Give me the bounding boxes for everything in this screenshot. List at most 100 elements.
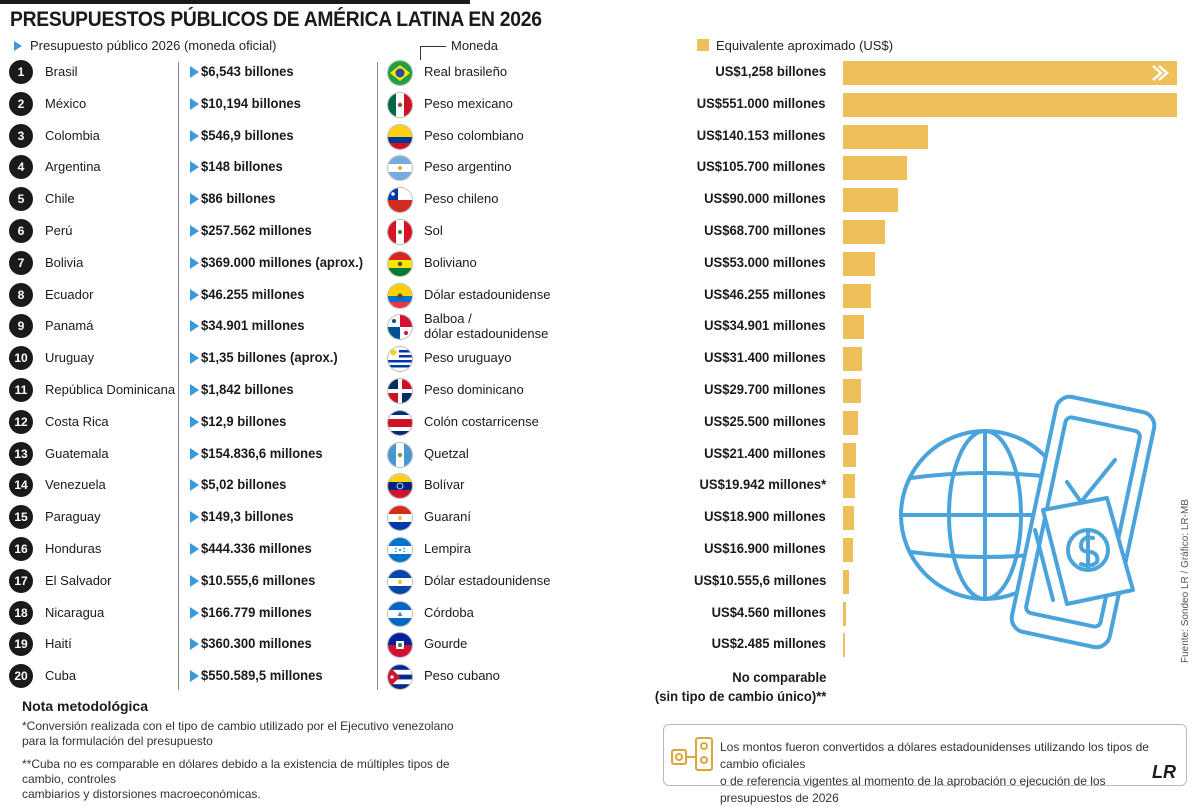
exchange-icon (671, 737, 713, 771)
budget-value: $444.336 millones (201, 540, 312, 556)
usd-bar (843, 156, 908, 181)
budget-arrow-icon (190, 384, 199, 396)
budget-arrow-icon (190, 193, 199, 206)
usd-bar (843, 92, 1177, 117)
budget-arrow-icon (190, 320, 199, 333)
budget-value: $46.255 millones (201, 285, 305, 302)
country-name: México (45, 95, 87, 111)
table-row: 6 Perú $257.562 millones Sol US$68.700 millo… (0, 216, 1200, 248)
country-name: Panamá (45, 318, 94, 334)
usd-bar (843, 379, 861, 403)
publication-logo: LR (1152, 762, 1176, 782)
honduras-flag-icon (388, 538, 412, 562)
country-name: Haití (45, 636, 72, 652)
note-1-line-2: para la formulación del presupuesto (22, 734, 213, 748)
country-name: Perú (45, 223, 73, 238)
usd-value: US$1,258 billones (715, 63, 826, 79)
globe-phone-money-illustration (899, 394, 1157, 650)
currency-name: Real brasileño (424, 64, 508, 79)
budget-value: $34.901 millones (201, 317, 305, 334)
budget-value: $154.836,6 millones (201, 444, 323, 461)
usd-value: US$90.000 millones (704, 190, 826, 207)
rank-badge: 11 (9, 378, 33, 402)
usd-legend-swatch (697, 39, 709, 51)
cuba-usd-line1: No comparable (731, 669, 826, 685)
mexico-flag-icon (388, 92, 412, 117)
country-name: República Dominicana (45, 382, 176, 397)
info-line-1: Los montos fueron convertidos a dólares … (720, 740, 1149, 771)
budget-column-header: Presupuesto público 2026 (moneda oficial… (30, 38, 277, 53)
currency-name: Guaraní (424, 509, 471, 525)
note-2-line-1: **Cuba no es comparable en dólares debid… (22, 757, 450, 786)
costa-rica-flag-icon (388, 410, 412, 435)
country-name: Guatemala (45, 445, 109, 461)
usd-bar (843, 506, 855, 531)
country-name: Bolivia (45, 254, 84, 270)
table-row: 12 Costa Rica $12,9 billones Colón costarri… (0, 407, 1200, 439)
currency-name: Peso cubano (424, 668, 500, 684)
budget-value: $1,842 billones (201, 381, 294, 397)
table-row: 16 Honduras $444.336 millones Lempira US$16.… (0, 534, 1200, 566)
currency-name: Peso dominicano (424, 382, 524, 397)
country-name: Colombia (45, 127, 100, 143)
usd-bar (843, 474, 856, 499)
budget-arrow-icon (190, 66, 199, 78)
currency-name: Gourde (424, 636, 468, 652)
budget-value: $546,9 billones (201, 126, 294, 143)
usd-value: US$19.942 millones* (699, 476, 826, 493)
country-name: Brasil (45, 64, 78, 79)
info-line-2: o de referencia vigentes al momento de l… (720, 774, 1106, 805)
rank-badge: 12 (9, 409, 33, 434)
table-row: 3 Colombia $546,9 billones Peso colombiano U… (0, 121, 1200, 153)
currency-name: Dólar estadounidense (424, 286, 551, 302)
budget-arrow-icon (190, 97, 199, 110)
argentina-flag-icon (388, 156, 412, 181)
cuba-flag-icon (388, 665, 412, 690)
currency-name: Lempira (424, 541, 471, 556)
rank-badge: 3 (9, 123, 33, 148)
country-name: Venezuela (45, 477, 106, 493)
budget-value: $6,543 billones (201, 63, 294, 79)
rank-badge: 20 (9, 664, 33, 689)
usd-bar (843, 220, 885, 244)
currency-name: Peso uruguayo (424, 350, 512, 366)
budget-value: $369.000 millones (aprox.) (201, 253, 364, 270)
currency-name: Peso colombiano (424, 127, 524, 143)
rank-badge: 8 (9, 282, 33, 307)
currency-name: Dólar estadounidense (424, 572, 551, 588)
table-row: 8 Ecuador $46.255 millones Dólar estadounid… (0, 280, 1200, 312)
usd-value: US$140.153 millones (697, 126, 826, 143)
conversion-info-text: Los montos fueron convertidos a dólares … (720, 739, 1160, 807)
table-row: 17 El Salvador $10.555,6 millones Dólar est… (0, 566, 1200, 598)
currency-name: Colón costarricense (424, 413, 539, 429)
budget-arrow-icon (190, 256, 199, 269)
table-row: 15 Paraguay $149,3 billones Guaraní US$18.90… (0, 502, 1200, 534)
usd-value: US$34.901 millones (704, 317, 826, 334)
budget-value: $149,3 billones (201, 508, 294, 525)
usd-value: US$105.700 millones (697, 158, 826, 175)
column-divider (377, 62, 378, 690)
bolivia-flag-icon (388, 251, 412, 276)
country-name: Costa Rica (45, 413, 109, 429)
brazil-flag-icon (388, 61, 412, 85)
budget-value: $86 billones (201, 190, 276, 207)
country-name: El Salvador (45, 572, 112, 588)
budget-arrow-icon (190, 479, 199, 492)
currency-name: Peso chileno (424, 191, 499, 207)
currency-name: Peso argentino (424, 159, 512, 175)
budget-value: $12,9 billones (201, 412, 287, 429)
table-row: 10 Uruguay $1,35 billones (aprox.) Peso uru… (0, 343, 1200, 375)
rank-badge: 1 (9, 60, 33, 84)
usd-value: US$4.560 millones (711, 603, 826, 620)
rank-badge: 13 (9, 441, 33, 466)
usd-value: US$31.400 millones (704, 349, 826, 366)
budget-value: $360.300 millones (201, 635, 312, 652)
methodology-note-1: *Conversión realizada con el tipo de cam… (22, 719, 492, 749)
usd-value: US$21.400 millones (704, 444, 826, 461)
usd-bar (843, 410, 859, 435)
country-name: Uruguay (45, 350, 95, 366)
budget-arrow-icon (190, 574, 199, 587)
usd-column-header: Equivalente aproximado (US$) (716, 38, 894, 53)
chile-flag-icon (388, 188, 412, 213)
usd-bar (843, 61, 1177, 85)
